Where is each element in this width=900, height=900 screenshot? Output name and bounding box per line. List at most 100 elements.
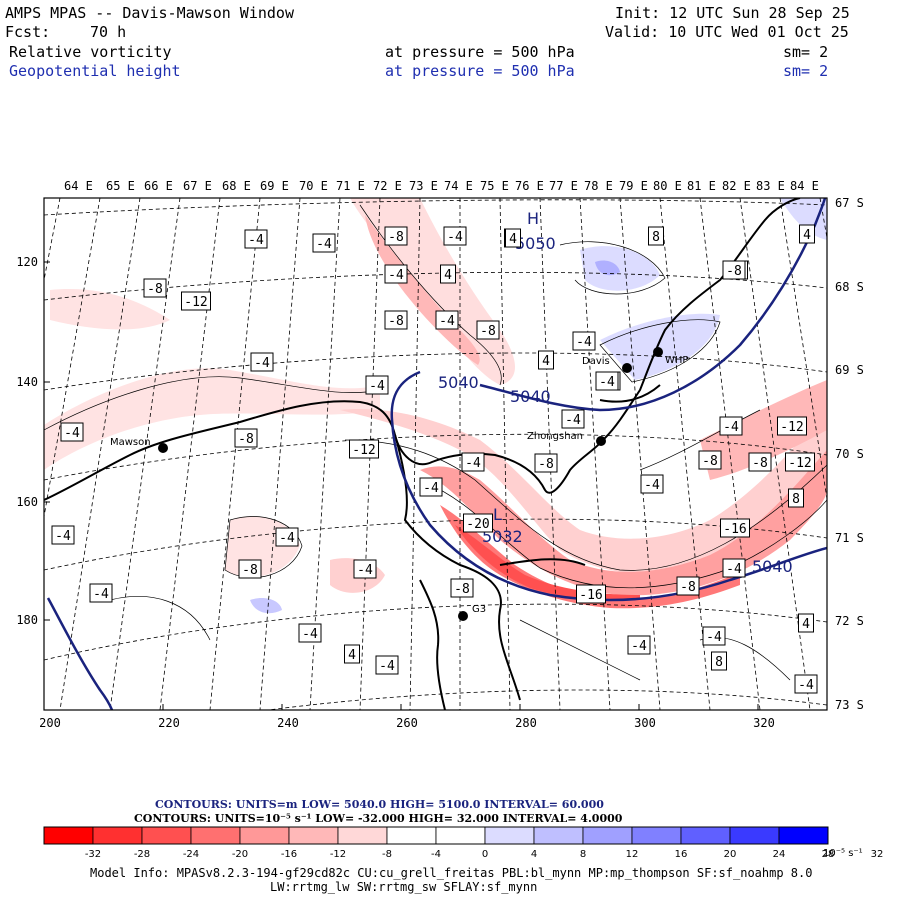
vorticity-label: -4 [640, 474, 664, 494]
svg-text:-8: -8 [147, 282, 163, 297]
x-label: 260 [396, 716, 418, 730]
colorbar-cell [239, 826, 290, 845]
colorbar-cell [386, 826, 437, 845]
lon-label: 69 E [260, 179, 289, 193]
svg-text:-4: -4 [644, 478, 660, 493]
colorbar-cell [337, 826, 388, 845]
svg-text:-4: -4 [798, 678, 814, 693]
vorticity-label: -4 [435, 310, 459, 330]
stations: Mawson Davis WHP Zhongshan G3 [110, 347, 688, 621]
vorticity-label: -4 [244, 229, 268, 249]
lon-label: 82 E [722, 179, 751, 193]
vorticity-label: -4 [89, 583, 113, 603]
station-label: Mawson [110, 437, 151, 448]
colorbar-tick: -8 [382, 849, 392, 860]
colorbar-cell [680, 826, 731, 845]
model-info-line2: LW:rrtmg_lw SW:rrtmg_sw SFLAY:sf_mynn [270, 880, 538, 894]
vorticity-label: -4 [719, 416, 743, 436]
height-label: 5040 [438, 373, 479, 392]
plot-frame [43, 197, 828, 711]
svg-text:4: 4 [542, 354, 550, 369]
vorticity-label: -4 [702, 626, 726, 646]
colorbar-cell [631, 826, 682, 845]
vorticity-label: -8 [143, 278, 167, 298]
svg-text:-8: -8 [680, 580, 696, 595]
svg-text:-12: -12 [788, 456, 811, 471]
lon-label: 66 E [144, 179, 173, 193]
station-marker [653, 347, 663, 357]
lat-label: 71 S [835, 531, 864, 545]
vorticity-contour-info: CONTOURS: UNITS=10⁻⁵ s⁻¹ LOW= -32.000 HI… [134, 812, 623, 825]
svg-text:-8: -8 [454, 582, 470, 597]
init-time: Init: 12 UTC Sun 28 Sep 25 [615, 4, 850, 22]
vorticity-label: -4 [365, 375, 389, 395]
lat-label: 68 S [835, 280, 864, 294]
y-label: 120 [16, 255, 38, 269]
y-label: 140 [16, 375, 38, 389]
x-axis-labels: 200 220 240 260 280 300 320 [39, 716, 775, 730]
colorbar: -32 -28 -24 -20 -16 -12 -8 -4 0 4 8 12 16 20 24 28 32 10… [43, 826, 883, 860]
x-label: 280 [515, 716, 537, 730]
svg-text:-12: -12 [352, 443, 375, 458]
svg-text:-4: -4 [439, 314, 455, 329]
vorticity-label: -8 [698, 450, 722, 470]
lon-label: 77 E [549, 179, 578, 193]
colorbar-tick: 4 [531, 849, 537, 860]
vorticity-label: -8 [450, 578, 474, 598]
vorticity-label: -8 [534, 453, 558, 473]
lon-label: 67 E [183, 179, 212, 193]
valid-time: Valid: 10 UTC Wed 01 Oct 25 [605, 23, 849, 41]
vorticity-label: -4 [353, 559, 377, 579]
colorbar-tick: 0 [482, 849, 488, 860]
svg-text:-4: -4 [576, 335, 592, 350]
svg-text:-4: -4 [447, 230, 463, 245]
vorticity-label: -4 [275, 527, 299, 547]
svg-text:-4: -4 [302, 627, 318, 642]
station-marker [158, 443, 168, 453]
svg-text:-8: -8 [538, 457, 554, 472]
vorticity-label: 4 [344, 644, 360, 664]
vorticity-label: -4 [51, 525, 75, 545]
svg-text:-8: -8 [726, 264, 742, 279]
station-label: G3 [472, 604, 486, 615]
colorbar-cell [141, 826, 192, 845]
lon-label: 84 E [790, 179, 819, 193]
vorticity-label: -8 [238, 559, 262, 579]
lat-label: 67 S [835, 196, 864, 210]
svg-text:-16: -16 [579, 588, 602, 603]
lon-labels: 64 E 65 E 66 E 67 E 68 E 69 E 70 E 71 E … [64, 179, 819, 193]
coastline [44, 198, 801, 710]
forecast-label: Fcst: [5, 23, 51, 41]
vorticity-label: -8 [234, 428, 258, 448]
colorbar-frame [43, 826, 829, 845]
lat-label: 73 S [835, 698, 864, 712]
colorbar-tick: -24 [183, 849, 199, 860]
lon-label: 75 E [480, 179, 509, 193]
vorticity-label: -12 [785, 452, 815, 472]
lon-label: 73 E [409, 179, 438, 193]
svg-text:-4: -4 [316, 237, 332, 252]
x-label: 220 [158, 716, 180, 730]
lon-label: 71 E [336, 179, 365, 193]
lat-labels: 67 S 68 S 69 S 70 S 71 S 72 S 73 S [835, 196, 864, 712]
y-label: 180 [16, 613, 38, 627]
svg-text:-8: -8 [388, 314, 404, 329]
vorticity-label: -20 [463, 513, 493, 533]
x-label: 320 [753, 716, 775, 730]
high-marker: H [527, 209, 539, 228]
svg-text:4: 4 [509, 232, 517, 247]
lon-label: 81 E [687, 179, 716, 193]
vorticity-label: 8 [711, 651, 727, 671]
svg-text:-8: -8 [702, 454, 718, 469]
svg-text:-4: -4 [706, 630, 722, 645]
svg-text:8: 8 [715, 655, 723, 670]
vorticity-label: -8 [748, 452, 772, 472]
vorticity-label: -8 [384, 310, 408, 330]
height-label: 5050 [515, 234, 556, 253]
svg-text:-4: -4 [631, 639, 647, 654]
vorticity-label: -4 [384, 264, 408, 284]
colorbar-cell [729, 826, 780, 845]
height-label: 5040 [752, 557, 793, 576]
colorbar-cell [582, 826, 633, 845]
svg-text:4: 4 [348, 648, 356, 663]
